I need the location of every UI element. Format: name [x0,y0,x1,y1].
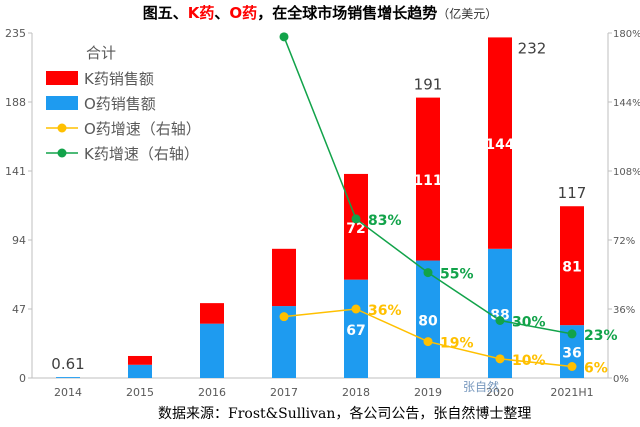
right-y-tick-label: 36% [613,305,635,316]
k-drug-sales-bar [344,173,368,280]
o-drug-growth-point [351,304,361,314]
k-drug-growth-point [495,316,505,325]
legend-k-growth-swatch-marker [57,148,67,158]
o-drug-sales-bar [344,279,368,378]
o-drug-bar-value-label: 80 [418,313,438,329]
k-drug-sales-bar [488,37,512,249]
o-drug-growth-point [423,337,433,347]
right-y-tick-label: 108% [613,167,640,178]
left-y-tick-label: 94 [12,234,26,247]
x-category-label: 2021H1 [550,386,593,399]
o-drug-growth-point [279,312,289,322]
title-o-drug: O药 [229,4,258,22]
k-drug-bar-value-label: 81 [562,260,581,276]
x-category-label: 2017 [270,386,298,399]
o-drug-growth-value-label: 36% [368,303,402,319]
x-category-label: 2020 [486,386,514,399]
legend-o-sales-swatch [46,96,78,110]
x-category-label: 2018 [342,386,370,399]
o-drug-sales-bar [128,364,152,378]
title-suffix: ，在全球市场销售增长趋势 [257,4,438,22]
o-drug-sales-bar [56,377,80,378]
data-source-note: 数据来源：Frost&Sullivan，各公司公告，张自然博士整理 [158,406,532,422]
k-drug-bar-value-label: 144 [485,137,514,153]
k-drug-growth-point [567,329,577,339]
o-drug-growth-value-label: 10% [512,353,546,369]
legend-o-growth-label: O药增速（右轴） [84,120,201,138]
legend-k-growth-label: K药增速（右轴） [84,145,199,163]
left-y-tick-label: 0 [19,372,26,385]
k-drug-growth-value-label: 30% [512,315,546,331]
k-drug-sales-bar [416,97,440,261]
k-drug-growth-point [279,32,289,42]
total-sales-label: 0.61 [51,355,84,373]
o-drug-growth-point [567,362,577,371]
left-y-tick-label: 47 [12,303,26,316]
o-drug-sales-bar [416,260,440,378]
k-drug-growth-point [351,214,361,224]
x-category-label: 2014 [54,386,82,399]
k-drug-sales-bar [128,355,152,365]
k-drug-bar-value-label: 72 [346,221,365,237]
o-drug-growth-value-label: 6% [584,361,608,377]
right-y-tick-label: 0% [613,374,629,385]
chart-title: 图五、K药、O药，在全球市场销售增长趋势（亿美元） [0,2,640,23]
k-drug-sales-bar [272,248,296,307]
legend-o-sales-label: O药销售额 [84,95,156,113]
total-sales-label: 191 [414,76,443,94]
k-drug-growth-point [423,268,433,278]
k-drug-bar-value-label: 111 [413,173,442,189]
k-drug-sales-bar [200,303,224,324]
o-drug-bar-value-label: 67 [346,323,365,339]
x-category-label: 2019 [414,386,442,399]
right-y-tick-label: 72% [613,236,635,247]
total-sales-label: 232 [518,39,547,57]
right-y-tick-label: 180% [613,29,640,40]
watermark-text: 张自然 [463,380,500,394]
k-drug-growth-value-label: 55% [440,267,474,283]
x-category-label: 2015 [126,386,154,399]
legend-k-sales-swatch [46,71,78,85]
o-drug-sales-bar [200,323,224,378]
left-y-tick-label: 235 [5,27,26,40]
o-drug-growth-value-label: 19% [440,336,474,352]
total-sales-label: 117 [558,184,587,202]
right-y-tick-label: 144% [613,98,640,109]
x-category-label: 2016 [198,386,226,399]
k-drug-sales-bar [560,206,584,326]
legend-o-growth-swatch-marker [57,123,67,133]
k-drug-growth-value-label: 83% [368,213,402,229]
title-unit: （亿美元） [437,7,498,21]
title-prefix: 图五、 [142,4,188,22]
left-y-tick-label: 141 [5,165,26,178]
title-k-drug: K药 [187,4,215,22]
o-drug-growth-point [495,354,505,364]
o-drug-bar-value-label: 88 [490,307,509,323]
legend-title: 合计 [86,44,116,62]
title-separator: 、 [214,4,230,22]
left-y-tick-label: 188 [5,96,26,109]
k-drug-growth-value-label: 23% [584,328,618,344]
legend-k-sales-label: K药销售额 [84,70,154,88]
o-drug-bar-value-label: 36 [562,346,581,362]
